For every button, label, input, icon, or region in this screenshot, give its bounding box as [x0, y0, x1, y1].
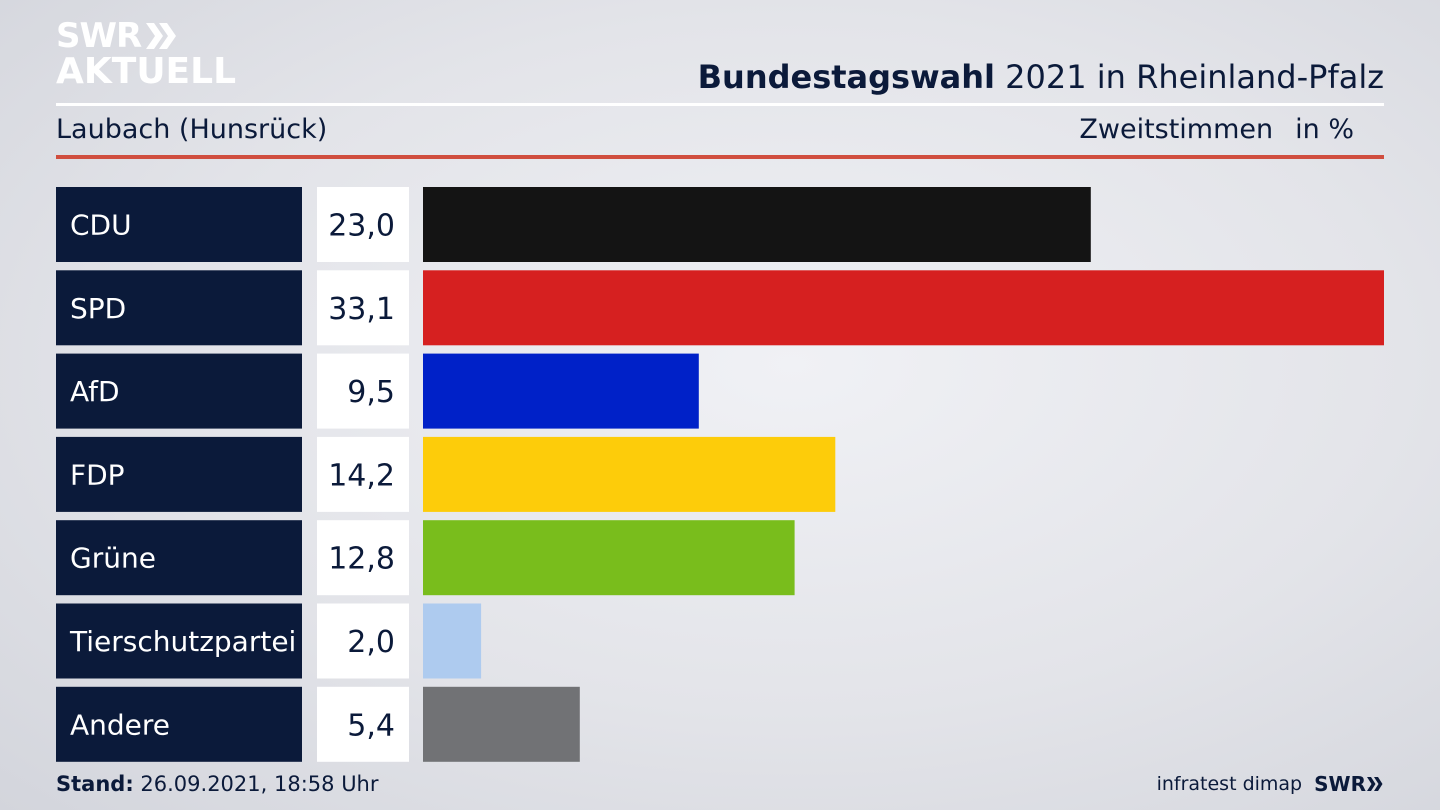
party-label: AfD — [70, 375, 120, 408]
bar — [423, 353, 699, 429]
bar — [423, 520, 795, 596]
party-label: SPD — [70, 292, 126, 325]
value-label: 33,1 — [328, 292, 395, 327]
bar-row: SPD 33,1 — [56, 270, 1384, 346]
stand-value: 26.09.2021, 18:58 Uhr — [140, 772, 379, 796]
party-label: CDU — [70, 209, 132, 242]
swr-aktuell-logo: SWR AKTUELL — [56, 18, 236, 90]
broadcaster-label: SWR — [1314, 772, 1366, 796]
page-title: Bundestagswahl 2021 in Rheinland-Pfalz — [698, 58, 1384, 96]
location-label: Laubach (Hunsrück) — [56, 114, 328, 145]
party-label-bg — [56, 520, 302, 596]
party-label: Andere — [70, 708, 170, 741]
value-label: 9,5 — [347, 375, 395, 410]
party-label-bg — [56, 686, 302, 762]
bar-row: FDP 14,2 — [56, 436, 836, 512]
stand-label: Stand: — [56, 772, 134, 796]
value-label-bg — [317, 603, 409, 679]
value-label-bg — [317, 270, 409, 346]
party-label-bg — [56, 603, 302, 679]
value-label: 2,0 — [347, 625, 395, 660]
value-label-bg — [317, 520, 409, 596]
bar-row: Andere 5,4 — [56, 686, 580, 762]
measure-text: Zweitstimmen — [1079, 114, 1274, 145]
value-label: 5,4 — [347, 708, 395, 743]
header-divider — [56, 103, 1384, 106]
value-label-bg — [317, 353, 409, 429]
bar-row: Tierschutzpartei 2,0 — [56, 603, 482, 679]
accent-divider — [56, 155, 1384, 159]
value-label-bg — [317, 187, 409, 262]
swr-mini-logo: SWR — [1314, 772, 1384, 796]
bar-row: CDU 23,0 — [56, 187, 1091, 262]
party-label: FDP — [70, 458, 125, 491]
timestamp: Stand: 26.09.2021, 18:58 Uhr — [56, 772, 379, 796]
bar — [423, 603, 482, 679]
bar — [423, 686, 580, 762]
bar-row: AfD 9,5 — [56, 353, 699, 429]
party-label-bg — [56, 436, 302, 512]
value-label: 14,2 — [328, 458, 395, 493]
source-credit: infratest dimap SWR — [1157, 772, 1384, 796]
source-label: infratest dimap — [1156, 773, 1303, 795]
party-label-bg — [56, 187, 302, 262]
value-label: 12,8 — [328, 542, 395, 577]
brand-line2: AKTUELL — [56, 51, 237, 92]
title-bold: Bundestagswahl — [697, 58, 995, 96]
title-rest: 2021 in Rheinland-Pfalz — [1005, 58, 1384, 96]
mini-chevron-icon — [1367, 777, 1383, 791]
value-label: 23,0 — [328, 209, 395, 244]
measure-label: Zweitstimmen in % — [1079, 114, 1354, 145]
party-label-bg — [56, 270, 302, 346]
double-chevron-icon — [146, 23, 177, 49]
brand-line1: SWR — [56, 16, 142, 56]
value-label-bg — [317, 686, 409, 762]
bar — [423, 187, 1091, 262]
value-label-bg — [317, 436, 409, 512]
bar — [423, 436, 836, 512]
unit-text: in % — [1295, 114, 1354, 145]
bar-row: Grüne 12,8 — [56, 520, 795, 596]
bar — [423, 270, 1384, 346]
party-label: Grüne — [70, 542, 156, 575]
party-label-bg — [56, 353, 302, 429]
party-label: Tierschutzpartei — [69, 625, 296, 658]
